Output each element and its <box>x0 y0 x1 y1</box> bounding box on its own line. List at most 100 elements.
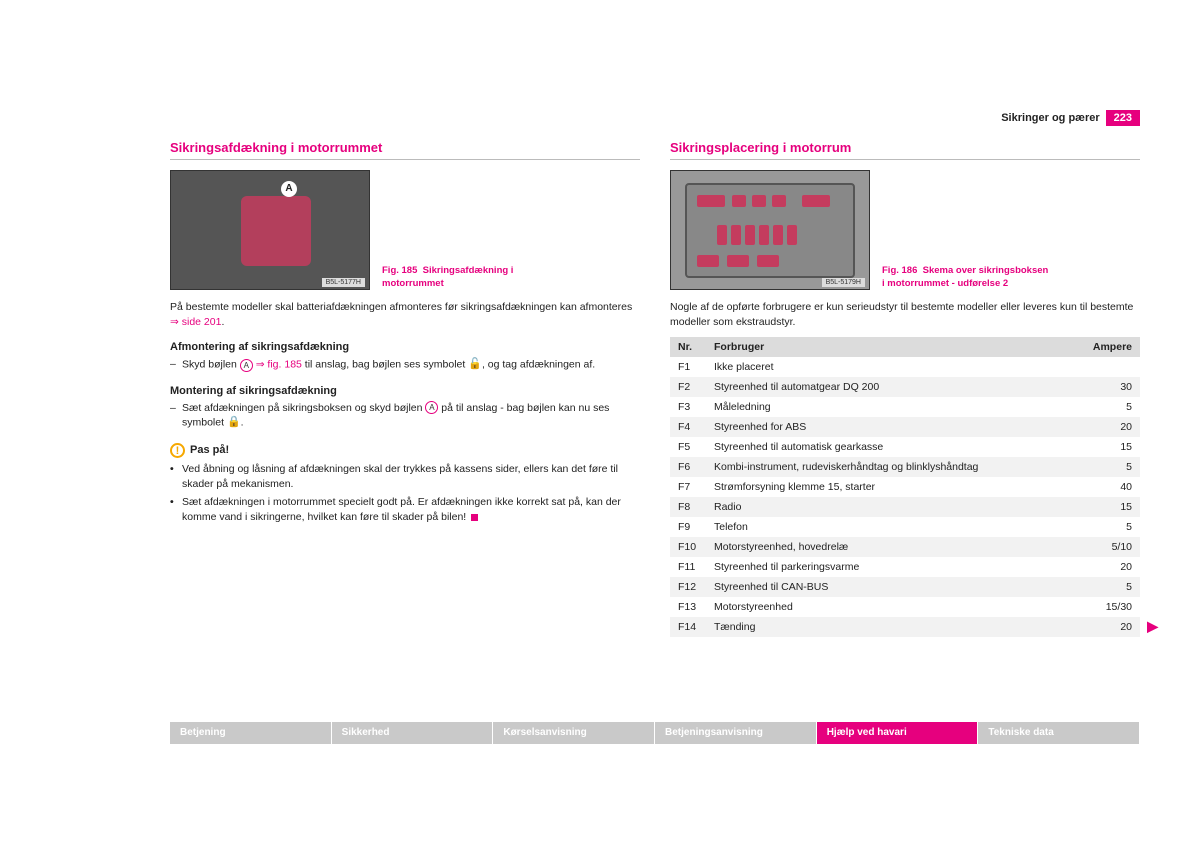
footer-tab[interactable]: Sikkerhed <box>332 722 493 744</box>
table-cell: Telefon <box>706 517 1080 537</box>
table-cell: 15/30 <box>1080 597 1140 617</box>
page-ref-link[interactable]: side 201 <box>182 316 222 328</box>
montering-list: Sæt afdækningen på sikringsboksen og sky… <box>170 401 640 431</box>
arrow-icon: ⇒ <box>170 316 179 328</box>
table-cell: Ikke placeret <box>706 357 1080 377</box>
right-heading: Sikringsplacering i motorrum <box>670 140 1140 160</box>
table-cell: F13 <box>670 597 706 617</box>
table-row: F13Motorstyreenhed15/30 <box>670 597 1140 617</box>
footer-tabs: BetjeningSikkerhedKørselsanvisningBetjen… <box>170 722 1140 744</box>
footer-tab[interactable]: Kørselsanvisning <box>493 722 654 744</box>
table-row: F14Tænding20 <box>670 617 1140 637</box>
table-cell: 5/10 <box>1080 537 1140 557</box>
afmontering-item: Skyd bøjlen A ⇒ fig. 185 til anslag, bag… <box>182 357 640 372</box>
fuse-table: Nr. Forbruger Ampere F1Ikke placeretF2St… <box>670 337 1140 637</box>
page-header: Sikringer og pærer 223 <box>170 110 1140 126</box>
table-cell: F14 <box>670 617 706 637</box>
table-cell: Tænding <box>706 617 1080 637</box>
table-cell: F1 <box>670 357 706 377</box>
table-cell: 15 <box>1080 437 1140 457</box>
afmontering-list: Skyd bøjlen A ⇒ fig. 185 til anslag, bag… <box>170 357 640 372</box>
section-title: Sikringer og pærer <box>1001 112 1099 124</box>
caution-list: Ved åbning og låsning af afdækningen ska… <box>170 462 640 525</box>
table-cell: F6 <box>670 457 706 477</box>
unlock-icon: 🔓 <box>468 357 482 372</box>
montering-item: Sæt afdækningen på sikringsboksen og sky… <box>182 401 640 431</box>
table-cell: 5 <box>1080 577 1140 597</box>
heading-montering: Montering af sikringsafdækning <box>170 385 640 397</box>
table-cell: Styreenhed til parkeringsvarme <box>706 557 1080 577</box>
right-column: Sikringsplacering i motorrum <box>670 140 1140 637</box>
table-row: F3Måleledning5 <box>670 397 1140 417</box>
table-row: F12Styreenhed til CAN-BUS5 <box>670 577 1140 597</box>
table-cell: 5 <box>1080 457 1140 477</box>
table-cell: 40 <box>1080 477 1140 497</box>
caution-item-1: Ved åbning og låsning af afdækningen ska… <box>182 462 640 491</box>
left-para-1: På bestemte modeller skal batteriafdækni… <box>170 300 640 329</box>
table-cell: Styreenhed til CAN-BUS <box>706 577 1080 597</box>
table-cell: Måleledning <box>706 397 1080 417</box>
table-cell: Styreenhed for ABS <box>706 417 1080 437</box>
table-cell: 20 <box>1080 557 1140 577</box>
left-column: Sikringsafdækning i motorrummet B5L-5177… <box>170 140 640 637</box>
figure-185-caption: Fig. 185 Sikringsafdækning i motorrummet <box>382 265 552 290</box>
table-row: F4Styreenhed for ABS20 <box>670 417 1140 437</box>
table-cell <box>1080 357 1140 377</box>
table-row: F8Radio15 <box>670 497 1140 517</box>
table-cell: 5 <box>1080 397 1140 417</box>
figure-185-image: B5L-5177H <box>170 170 370 290</box>
caution-item-2: Sæt afdækningen i motorrummet specielt g… <box>182 495 640 524</box>
table-cell: 15 <box>1080 497 1140 517</box>
table-cell: 5 <box>1080 517 1140 537</box>
table-cell: Kombi-instrument, rudeviskerhåndtag og b… <box>706 457 1080 477</box>
table-cell: Styreenhed til automatisk gearkasse <box>706 437 1080 457</box>
table-cell: F4 <box>670 417 706 437</box>
table-row: F6Kombi-instrument, rudeviskerhåndtag og… <box>670 457 1140 477</box>
continued-icon: ▶ <box>1147 618 1158 635</box>
figure-186: B5L-5179H Fig. 186 Skema over sikringsbo… <box>670 170 1140 290</box>
footer-tab[interactable]: Hjælp ved havari <box>817 722 978 744</box>
table-row: F2Styreenhed til automatgear DQ 20030 <box>670 377 1140 397</box>
col-forbruger: Forbruger <box>706 337 1080 357</box>
col-nr: Nr. <box>670 337 706 357</box>
figure-186-id: B5L-5179H <box>822 278 865 287</box>
table-cell: Radio <box>706 497 1080 517</box>
heading-afmontering: Afmontering af sikringsafdækning <box>170 341 640 353</box>
table-cell: Strømforsyning klemme 15, starter <box>706 477 1080 497</box>
table-cell: F12 <box>670 577 706 597</box>
figure-186-caption: Fig. 186 Skema over sikringsboksen i mot… <box>882 265 1052 290</box>
lock-icon: 🔒 <box>227 415 241 430</box>
footer-tab[interactable]: Betjening <box>170 722 331 744</box>
footer-tab[interactable]: Tekniske data <box>978 722 1139 744</box>
page-number: 223 <box>1106 110 1140 126</box>
table-cell: F7 <box>670 477 706 497</box>
table-row: F10Motorstyreenhed, hovedrelæ5/10 <box>670 537 1140 557</box>
fuse-table-header: Nr. Forbruger Ampere <box>670 337 1140 357</box>
table-cell: 20 <box>1080 617 1140 637</box>
figure-185: B5L-5177H Fig. 185 Sikringsafdækning i m… <box>170 170 640 290</box>
table-row: F7Strømforsyning klemme 15, starter40 <box>670 477 1140 497</box>
col-ampere: Ampere <box>1080 337 1140 357</box>
arrow-icon: ⇒ <box>256 359 265 371</box>
table-cell: Styreenhed til automatgear DQ 200 <box>706 377 1080 397</box>
fig-ref-link[interactable]: fig. 185 <box>265 359 302 371</box>
table-row: F11Styreenhed til parkeringsvarme20 <box>670 557 1140 577</box>
table-row: F9Telefon5 <box>670 517 1140 537</box>
table-row: F5Styreenhed til automatisk gearkasse15 <box>670 437 1140 457</box>
caution-title: Pas på! <box>190 444 229 456</box>
page-content: Sikringer og pærer 223 Sikringsafdækning… <box>170 110 1140 637</box>
content-columns: Sikringsafdækning i motorrummet B5L-5177… <box>170 140 1140 637</box>
table-cell: F10 <box>670 537 706 557</box>
figure-186-image: B5L-5179H <box>670 170 870 290</box>
footer-tab[interactable]: Betjeningsanvisning <box>655 722 816 744</box>
right-para-1: Nogle af de opførte forbrugere er kun se… <box>670 300 1140 329</box>
fuse-table-wrap: Nr. Forbruger Ampere F1Ikke placeretF2St… <box>670 337 1140 637</box>
table-cell: 30 <box>1080 377 1140 397</box>
left-heading: Sikringsafdækning i motorrummet <box>170 140 640 160</box>
ref-a-2: A <box>425 401 438 414</box>
caution-icon: ! <box>170 443 185 458</box>
table-row: F1Ikke placeret <box>670 357 1140 377</box>
table-cell: 20 <box>1080 417 1140 437</box>
end-marker-icon <box>471 514 478 521</box>
ref-a-1: A <box>240 359 253 372</box>
